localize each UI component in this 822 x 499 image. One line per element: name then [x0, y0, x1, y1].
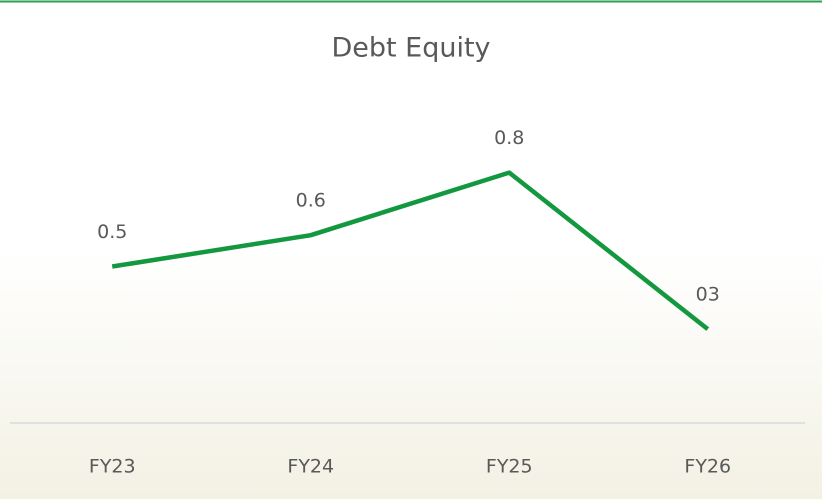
data-label: 03: [696, 284, 720, 306]
data-label: 0.8: [494, 127, 524, 149]
data-label: 0.5: [97, 221, 127, 243]
x-tick-label: FY25: [486, 456, 533, 478]
data-label: 0.6: [296, 190, 326, 212]
chart-title: Debt Equity: [331, 33, 490, 64]
x-tick-label: FY23: [89, 456, 136, 478]
x-tick-label: FY24: [287, 456, 334, 478]
data-line: [111, 170, 710, 331]
x-tick-label: FY26: [684, 456, 731, 478]
